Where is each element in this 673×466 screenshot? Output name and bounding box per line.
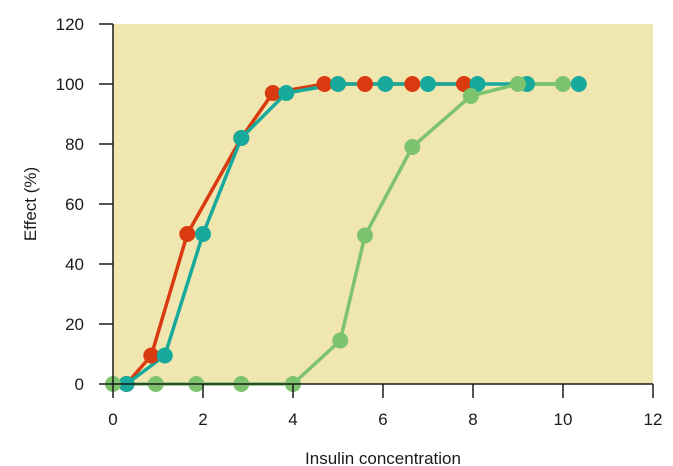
x-tick-label: 10 [554, 410, 573, 429]
x-tick-label: 4 [288, 410, 297, 429]
y-tick-label: 120 [56, 15, 84, 34]
x-axis-title: Insulin concentration [305, 449, 461, 466]
series-1-point [316, 76, 333, 92]
series-3-point [510, 76, 526, 92]
y-tick-label: 60 [65, 195, 84, 214]
y-axis-title: Effect (%) [21, 167, 40, 241]
series-2-point [278, 85, 295, 101]
series-3-point [357, 227, 373, 244]
series-3-point [555, 76, 571, 92]
series-2-point [570, 76, 587, 92]
series-3-point [332, 332, 349, 349]
series-2-point [195, 226, 211, 242]
x-tick-label: 0 [108, 410, 117, 429]
series-1-point [179, 226, 196, 242]
series-1-point [143, 347, 160, 364]
series-3-point [462, 88, 479, 104]
series-2-point [330, 76, 346, 92]
series-2-point [233, 130, 250, 146]
y-tick-label: 40 [65, 255, 84, 274]
series-1-point [404, 76, 421, 92]
x-tick-label: 6 [378, 410, 387, 429]
series-1-point [456, 76, 472, 92]
series-2-point [420, 76, 436, 92]
series-2-point [156, 347, 173, 364]
axes-layer: 0 20 40 60 80 100 120 0 2 4 6 8 10 12 [56, 15, 663, 429]
series-3-point [404, 139, 421, 155]
y-tick-label: 20 [65, 315, 84, 334]
y-tick-label: 0 [75, 375, 84, 394]
series-2-point [469, 76, 486, 92]
y-tick-label: 80 [65, 135, 84, 154]
series-1-point [357, 76, 373, 92]
x-tick-label: 8 [468, 410, 477, 429]
x-tick-label: 12 [644, 410, 663, 429]
series-2-point [377, 76, 394, 92]
y-tick-label: 100 [56, 75, 84, 94]
x-tick-label: 2 [198, 410, 207, 429]
series-1-point [264, 85, 281, 101]
